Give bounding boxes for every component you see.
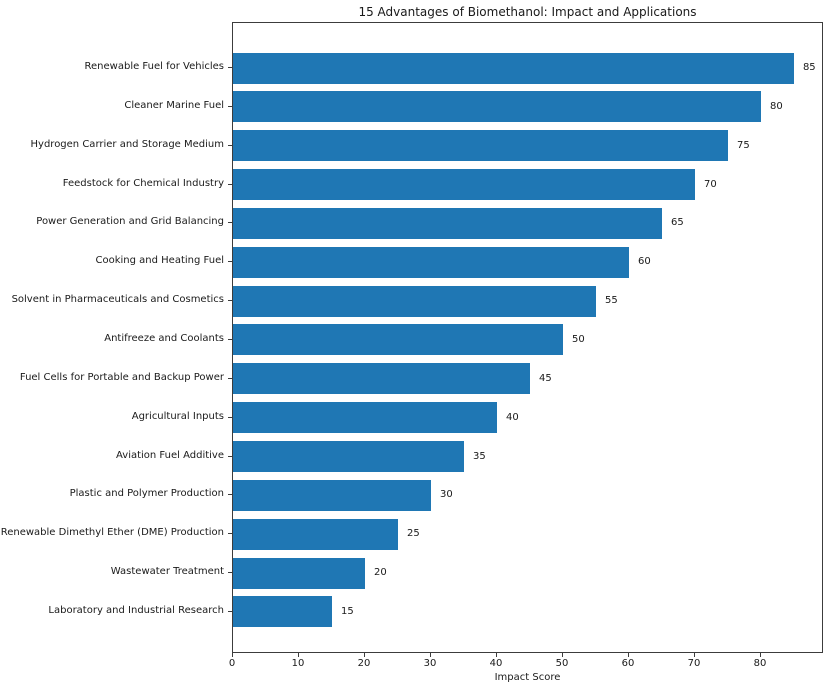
x-tick-mark — [627, 653, 629, 657]
bar-value-label: 85 — [802, 62, 816, 73]
x-tick-mark — [759, 653, 761, 657]
y-tick-label: Agricultural Inputs — [131, 410, 224, 422]
y-tick-label: Solvent in Pharmaceuticals and Cosmetics — [11, 294, 224, 306]
bar-value-label: 45 — [538, 372, 552, 384]
x-tick-label: 20 — [357, 658, 371, 669]
y-tick-label: Cleaner Marine Fuel — [124, 99, 224, 111]
bar — [233, 285, 596, 317]
bar — [233, 441, 464, 473]
chart-title: 15 Advantages of Biomethanol: Impact and… — [358, 5, 697, 19]
y-tick-mark — [228, 377, 232, 379]
y-tick-mark — [228, 572, 232, 574]
bar-value-label: 65 — [670, 217, 684, 229]
x-tick-mark — [297, 653, 299, 657]
y-tick-label: Antifreeze and Coolants — [104, 332, 224, 344]
y-tick-label: Feedstock for Chemical Industry — [62, 177, 224, 189]
x-tick-label: 30 — [423, 658, 437, 669]
y-tick-label: Cooking and Heating Fuel — [95, 255, 224, 267]
y-tick-mark — [228, 533, 232, 535]
y-tick-label: Aviation Fuel Additive — [116, 449, 224, 461]
y-tick-mark — [228, 183, 232, 185]
x-tick-label: 80 — [753, 658, 767, 669]
x-tick-label: 50 — [555, 658, 569, 669]
y-tick-mark — [228, 610, 232, 612]
x-tick-mark — [429, 653, 431, 657]
bar-value-label: 35 — [472, 450, 486, 462]
bar-value-label: 40 — [505, 411, 519, 423]
bar — [233, 207, 662, 239]
y-tick-mark — [228, 416, 232, 418]
bar-value-label: 30 — [439, 489, 453, 501]
bar — [233, 169, 695, 201]
plot-area: 85 80 75 70 65 60 55 50 45 40 35 30 25 20 15 — [232, 22, 823, 653]
y-tick-label: Renewable Fuel for Vehicles — [84, 61, 224, 72]
y-tick-mark — [228, 338, 232, 340]
bar — [233, 52, 794, 84]
x-tick-label: 40 — [489, 658, 503, 669]
bar-value-label: 50 — [571, 333, 585, 345]
y-tick-mark — [228, 144, 232, 146]
bar-value-label: 15 — [340, 605, 354, 617]
y-tick-label: Laboratory and Industrial Research — [48, 604, 224, 616]
bar — [233, 557, 365, 589]
y-tick-mark — [228, 105, 232, 107]
bar-value-label: 20 — [373, 567, 387, 579]
bar-value-label: 55 — [604, 295, 618, 307]
bar-value-label: 60 — [637, 256, 651, 268]
y-tick-label: Power Generation and Grid Balancing — [36, 216, 224, 228]
x-tick-label: 10 — [291, 658, 305, 669]
y-tick-label: Wastewater Treatment — [110, 566, 224, 578]
bar-value-label: 70 — [703, 178, 717, 190]
x-tick-mark — [495, 653, 497, 657]
x-axis-label: Impact Score — [494, 672, 561, 683]
bar — [233, 402, 497, 434]
y-tick-mark — [228, 300, 232, 302]
x-tick-label: 70 — [687, 658, 701, 669]
y-tick-mark — [228, 222, 232, 224]
y-tick-label: Hydrogen Carrier and Storage Medium — [30, 138, 224, 150]
y-tick-mark — [228, 67, 232, 68]
y-tick-label: Fuel Cells for Portable and Backup Power — [19, 371, 224, 383]
x-tick-mark — [232, 653, 233, 657]
bar — [233, 130, 728, 162]
bar — [233, 363, 530, 395]
x-tick-mark — [363, 653, 365, 657]
y-tick-label: Plastic and Polymer Production — [69, 488, 224, 500]
bar — [233, 246, 629, 278]
x-tick-mark — [693, 653, 695, 657]
y-tick-mark — [228, 455, 232, 457]
x-tick-label: 0 — [228, 658, 236, 669]
bar — [233, 596, 332, 628]
y-tick-mark — [228, 494, 232, 496]
bar — [233, 91, 761, 123]
bar-value-label: 25 — [406, 528, 420, 540]
bar — [233, 518, 398, 550]
x-tick-mark — [561, 653, 563, 657]
bar — [233, 324, 563, 356]
x-tick-label: 60 — [621, 658, 635, 669]
bar-value-label: 75 — [736, 139, 750, 151]
bar — [233, 479, 431, 511]
y-tick-mark — [228, 261, 232, 263]
bar-value-label: 80 — [769, 100, 783, 112]
y-tick-label: Renewable Dimethyl Ether (DME) Productio… — [0, 527, 224, 539]
